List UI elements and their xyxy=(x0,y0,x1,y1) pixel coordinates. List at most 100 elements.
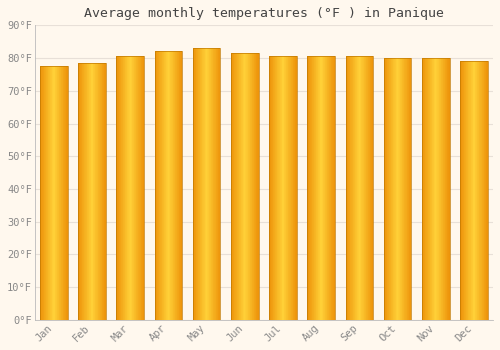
Bar xyxy=(206,48,208,320)
Bar xyxy=(116,56,144,320)
Bar xyxy=(134,56,135,320)
Bar xyxy=(82,63,83,320)
Bar xyxy=(170,51,171,320)
Bar xyxy=(291,56,292,320)
Bar xyxy=(446,58,447,320)
Bar xyxy=(85,63,86,320)
Bar xyxy=(210,48,212,320)
Bar xyxy=(462,61,463,320)
Bar xyxy=(292,56,294,320)
Bar xyxy=(41,66,42,320)
Bar xyxy=(366,56,367,320)
Bar xyxy=(164,51,165,320)
Bar xyxy=(156,51,158,320)
Bar xyxy=(401,58,402,320)
Bar xyxy=(365,56,366,320)
Bar xyxy=(398,58,399,320)
Bar xyxy=(120,56,122,320)
Bar xyxy=(101,63,102,320)
Bar xyxy=(367,56,368,320)
Bar xyxy=(40,66,68,320)
Bar xyxy=(193,48,194,320)
Bar xyxy=(52,66,53,320)
Bar xyxy=(355,56,356,320)
Bar xyxy=(360,56,361,320)
Bar xyxy=(449,58,450,320)
Bar xyxy=(116,56,117,320)
Bar xyxy=(219,48,220,320)
Bar xyxy=(460,61,461,320)
Bar xyxy=(463,61,464,320)
Bar xyxy=(405,58,406,320)
Bar xyxy=(165,51,166,320)
Bar xyxy=(349,56,350,320)
Bar xyxy=(126,56,127,320)
Bar xyxy=(313,56,314,320)
Bar xyxy=(180,51,181,320)
Bar xyxy=(63,66,64,320)
Bar xyxy=(240,53,242,320)
Bar xyxy=(55,66,56,320)
Bar xyxy=(332,56,333,320)
Bar xyxy=(81,63,82,320)
Bar xyxy=(269,56,296,320)
Bar xyxy=(250,53,251,320)
Bar xyxy=(362,56,363,320)
Bar xyxy=(83,63,84,320)
Bar xyxy=(371,56,372,320)
Bar xyxy=(397,58,398,320)
Bar xyxy=(212,48,213,320)
Bar xyxy=(244,53,245,320)
Bar xyxy=(444,58,446,320)
Bar xyxy=(278,56,279,320)
Bar xyxy=(447,58,448,320)
Bar xyxy=(331,56,332,320)
Bar xyxy=(406,58,407,320)
Bar xyxy=(127,56,128,320)
Bar xyxy=(276,56,277,320)
Bar xyxy=(254,53,255,320)
Bar xyxy=(347,56,348,320)
Bar xyxy=(468,61,469,320)
Bar xyxy=(161,51,162,320)
Bar xyxy=(272,56,274,320)
Bar xyxy=(311,56,312,320)
Bar xyxy=(200,48,201,320)
Bar xyxy=(50,66,51,320)
Bar xyxy=(372,56,373,320)
Bar xyxy=(467,61,468,320)
Bar xyxy=(487,61,488,320)
Bar xyxy=(294,56,296,320)
Bar xyxy=(308,56,335,320)
Bar xyxy=(238,53,240,320)
Bar xyxy=(426,58,427,320)
Bar xyxy=(328,56,330,320)
Bar xyxy=(484,61,485,320)
Bar xyxy=(217,48,218,320)
Bar xyxy=(216,48,217,320)
Bar xyxy=(474,61,476,320)
Bar xyxy=(103,63,104,320)
Bar xyxy=(308,56,309,320)
Bar xyxy=(99,63,100,320)
Bar xyxy=(394,58,395,320)
Bar xyxy=(131,56,132,320)
Bar xyxy=(471,61,472,320)
Bar xyxy=(287,56,288,320)
Bar xyxy=(480,61,481,320)
Bar xyxy=(174,51,176,320)
Bar xyxy=(249,53,250,320)
Bar xyxy=(181,51,182,320)
Bar xyxy=(100,63,101,320)
Bar xyxy=(51,66,52,320)
Bar xyxy=(160,51,161,320)
Bar xyxy=(317,56,318,320)
Bar xyxy=(163,51,164,320)
Bar xyxy=(286,56,287,320)
Bar xyxy=(90,63,92,320)
Bar xyxy=(86,63,87,320)
Bar xyxy=(92,63,94,320)
Bar xyxy=(79,63,80,320)
Bar xyxy=(196,48,197,320)
Bar xyxy=(204,48,206,320)
